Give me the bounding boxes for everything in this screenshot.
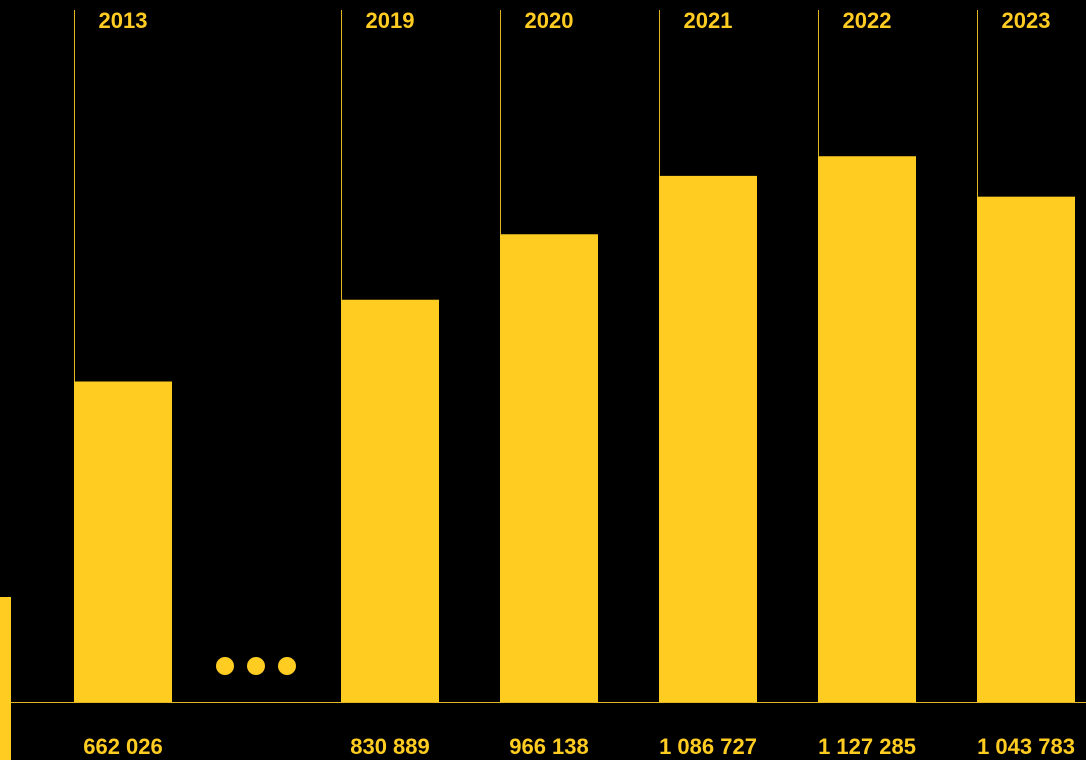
year-label: 2013 (99, 8, 148, 33)
year-label: 2023 (1002, 8, 1051, 33)
bar-2023 (977, 196, 1075, 703)
value-label: 966 138 (509, 734, 589, 759)
year-label: 2022 (843, 8, 892, 33)
year-labels: 2013 2019 2020 2021 2022 2023 (99, 8, 1051, 33)
ellipsis-dot (278, 657, 296, 675)
value-label: 830 889 (350, 734, 430, 759)
gap-ellipsis-marker (216, 657, 296, 675)
year-label: 2020 (525, 8, 574, 33)
left-edge-bar-stub (0, 597, 11, 760)
year-label: 2019 (366, 8, 415, 33)
value-label: 662 026 (83, 734, 163, 759)
bar-2013 (74, 381, 172, 702)
bar-2019 (341, 299, 439, 702)
bar-2022 (818, 156, 916, 702)
year-divider-lines (74, 10, 978, 382)
bars (74, 156, 1075, 703)
value-label: 1 127 285 (818, 734, 916, 759)
year-label: 2021 (684, 8, 733, 33)
ellipsis-dot (247, 657, 265, 675)
bar-2020 (500, 234, 598, 702)
value-label: 1 086 727 (659, 734, 757, 759)
ellipsis-dot (216, 657, 234, 675)
value-label: 1 043 783 (977, 734, 1075, 759)
bar-2021 (659, 175, 757, 702)
value-labels: 662 026 830 889 966 138 1 086 727 1 127 285 1… (83, 734, 1075, 759)
